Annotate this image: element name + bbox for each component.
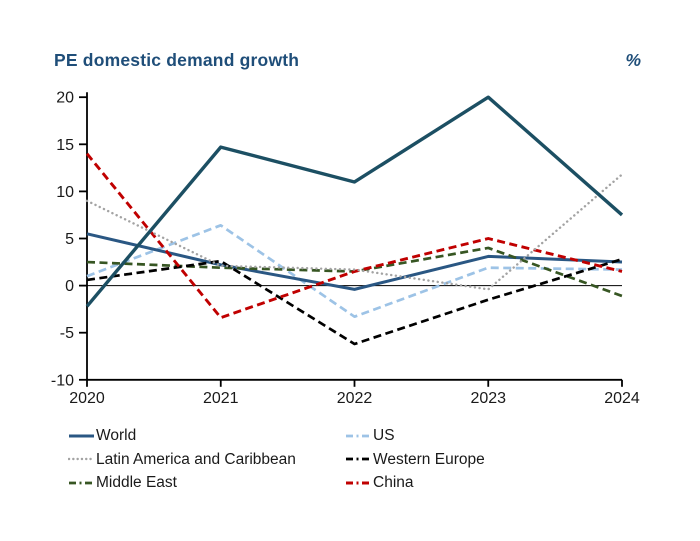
legend-label-western-europe: Western Europe xyxy=(373,450,485,468)
series-line-china xyxy=(85,152,623,320)
legend-item-us: US xyxy=(345,428,485,444)
x-tick-label: 2023 xyxy=(470,390,506,407)
y-tick-label: 15 xyxy=(56,137,74,154)
legend-label-middle-east: Middle East xyxy=(96,474,177,491)
legend-label-china: China xyxy=(373,474,414,491)
y-tick-label: 0 xyxy=(65,278,74,295)
y-tick-label: 5 xyxy=(65,231,74,248)
middle-east-line-swatch xyxy=(69,481,94,485)
chart-title: PE domestic demand growth xyxy=(54,50,300,70)
legend-label-world: World xyxy=(96,427,137,444)
legend-item-western-europe: Western Europe xyxy=(345,450,485,468)
legend-item-world: World xyxy=(68,428,345,444)
y-tick-label: 10 xyxy=(56,184,74,201)
unit-label: % xyxy=(625,50,641,70)
y-tick-label: -10 xyxy=(51,372,74,389)
legend-item-latin-america: Latin America and Caribbean xyxy=(68,450,345,468)
legend-item-china: China xyxy=(345,475,485,491)
legend-item-middle-east: Middle East xyxy=(68,475,345,491)
world-line-swatch xyxy=(69,434,94,438)
y-tick-label: -5 xyxy=(60,325,74,342)
x-tick-label: 2024 xyxy=(604,390,640,407)
series-line-us xyxy=(86,223,623,319)
x-tick-label: 2022 xyxy=(337,390,373,407)
series-line-unlabeled xyxy=(85,95,624,308)
x-tick-label: 2021 xyxy=(203,390,239,407)
latin-america-line-swatch xyxy=(68,458,95,461)
legend: World US Latin America and Caribbean Wes… xyxy=(68,424,485,495)
legend-label-latin-america: Latin America and Caribbean xyxy=(96,450,296,468)
western-europe-line-swatch xyxy=(346,457,371,461)
y-tick-label: 20 xyxy=(56,90,74,107)
legend-label-us: US xyxy=(373,427,395,444)
series-line-world xyxy=(86,232,623,291)
series-line-latin-america-and-caribbean xyxy=(85,173,624,291)
x-tick-label: 2020 xyxy=(69,390,105,407)
china-line-swatch xyxy=(346,481,371,485)
series-line-western-europe xyxy=(86,257,623,346)
us-line-swatch xyxy=(346,434,371,438)
